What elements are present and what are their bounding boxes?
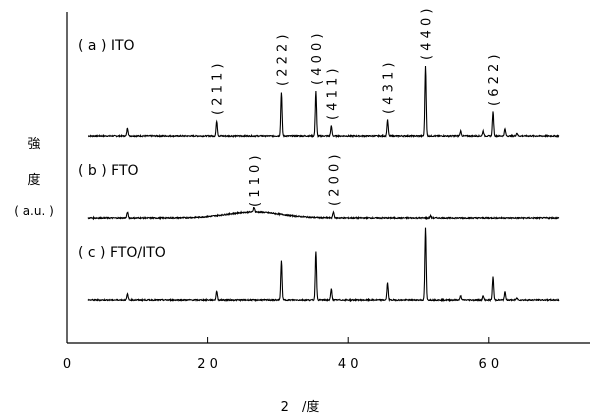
series-line-2 — [87, 227, 560, 303]
x-axis-label: 2 /度 — [281, 399, 320, 415]
x-tick-label-3: 6 0 — [478, 357, 499, 372]
peak-label-0-9: ( 6 2 2 ) — [487, 55, 502, 107]
series-name-2: ( c ) FTO/ITO — [78, 245, 166, 261]
x-tick-label-0: 0 — [63, 357, 71, 372]
peak-label-0-1: ( 2 1 1 ) — [211, 64, 226, 116]
peak-label-1-1: ( 1 1 0 ) — [248, 156, 263, 208]
series-line-1 — [87, 207, 560, 221]
peak-label-0-3: ( 4 0 0 ) — [310, 34, 325, 86]
x-tick-label-2: 4 0 — [338, 357, 359, 372]
y-label-line-3: ( a.u. ) — [14, 204, 54, 218]
series-name-1: ( b ) FTO — [78, 163, 139, 179]
x-tick-label-1: 2 0 — [197, 357, 218, 372]
peak-label-0-2: ( 2 2 2 ) — [275, 35, 290, 87]
series-line-0 — [87, 65, 560, 139]
peak-labels: ( 2 1 1 ) ( 2 2 2 ) ( 4 0 0 )( 4 1 1 ) ( 4 … — [211, 9, 502, 208]
peak-label-0-5: ( 4 3 1 ) — [382, 63, 397, 115]
plot-frame — [66, 12, 590, 344]
y-label-line-2: 度 — [27, 172, 40, 188]
peak-label-0-4: ( 4 1 1 ) — [325, 69, 340, 121]
peak-label-0-6: ( 4 4 0 ) — [420, 9, 435, 61]
x-ticks: 0 2 0 4 0 6 0 — [63, 337, 499, 372]
y-label-line-1: 強 — [27, 137, 40, 152]
peak-label-1-2: ( 2 0 0 ) — [327, 155, 342, 207]
series-name-0: ( a ) ITO — [78, 38, 135, 54]
series-layer: ( a ) ITO ( b ) FTO ( c ) FTO/ITO — [78, 38, 560, 303]
y-axis-label: 強 度 ( a.u. ) — [14, 137, 54, 218]
